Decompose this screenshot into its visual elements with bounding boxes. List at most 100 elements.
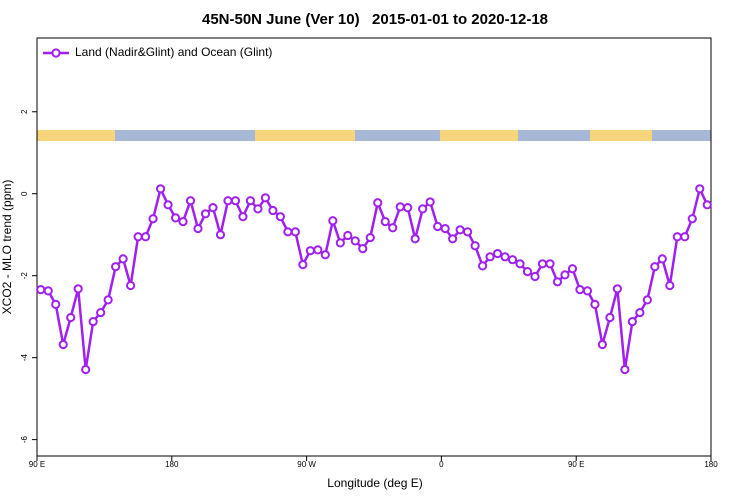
data-point xyxy=(515,259,525,269)
data-point xyxy=(492,248,503,259)
data-point xyxy=(208,203,218,213)
y-tick-label: 2 xyxy=(20,109,29,114)
data-point xyxy=(51,299,61,309)
data-point xyxy=(388,223,398,233)
data-point xyxy=(463,227,473,237)
data-point xyxy=(605,312,615,323)
data-point xyxy=(470,241,480,251)
data-point xyxy=(81,364,91,375)
data-point xyxy=(627,316,637,327)
data-point xyxy=(170,213,181,223)
land-ocean-strip xyxy=(37,130,711,141)
data-point xyxy=(530,271,540,282)
data-point xyxy=(380,216,390,227)
data-point xyxy=(335,238,345,248)
data-point xyxy=(290,227,300,237)
chart-title: 45N-50N June (Ver 10) 2015-01-01 to 2020… xyxy=(202,11,548,28)
data-point xyxy=(111,262,121,272)
data-point xyxy=(96,307,106,318)
y-tick-label: 0 xyxy=(20,191,29,196)
data-point xyxy=(140,232,151,242)
data-point xyxy=(695,184,705,194)
data-point xyxy=(103,295,113,305)
data-point xyxy=(185,196,196,206)
data-point xyxy=(395,202,405,212)
data-point xyxy=(373,198,383,208)
data-point xyxy=(253,204,263,214)
x-tick-label: 180 xyxy=(165,460,179,469)
data-point xyxy=(620,364,630,375)
data-point xyxy=(403,203,413,213)
legend-marker xyxy=(51,48,61,58)
data-point xyxy=(575,285,585,295)
data-point xyxy=(477,261,488,271)
x-tick-label: 90 E xyxy=(29,460,45,469)
data-point xyxy=(133,232,143,242)
y-axis-label: XCO2 - MLO trend (ppm) xyxy=(0,180,14,315)
data-point xyxy=(702,200,712,210)
data-point xyxy=(537,259,548,269)
data-point xyxy=(590,299,600,309)
data-point xyxy=(118,254,128,264)
data-point xyxy=(313,245,323,255)
x-axis-label: Longitude (deg E) xyxy=(327,476,422,490)
data-point xyxy=(350,236,360,246)
data-point xyxy=(43,286,53,296)
data-point xyxy=(328,216,338,226)
data-point xyxy=(650,262,660,272)
data-point xyxy=(687,214,697,224)
data-point xyxy=(635,307,645,318)
data-point xyxy=(365,232,375,243)
x-tick-label: 90 W xyxy=(297,460,316,469)
data-point xyxy=(418,204,428,214)
data-point xyxy=(298,260,308,270)
legend-label: Land (Nadir&Glint) and Ocean (Glint) xyxy=(75,45,272,59)
data-point xyxy=(545,259,555,269)
data-point xyxy=(657,254,667,264)
data-point xyxy=(268,205,278,216)
data-point xyxy=(155,184,166,194)
data-point xyxy=(612,284,622,294)
data-point xyxy=(58,339,68,350)
x-tick-label: 180 xyxy=(704,460,718,469)
data-point xyxy=(410,234,420,244)
data-point xyxy=(36,285,46,295)
data-point xyxy=(665,280,675,291)
data-point xyxy=(680,232,690,242)
data-point xyxy=(425,197,435,207)
data-point xyxy=(440,223,450,234)
y-tick-label: -6 xyxy=(20,436,29,444)
data-point xyxy=(320,250,330,260)
data-point xyxy=(582,286,593,296)
y-tick-label: -2 xyxy=(20,272,29,280)
data-point xyxy=(223,196,233,206)
data-point xyxy=(163,200,173,210)
data-point xyxy=(215,230,226,240)
data-point xyxy=(485,252,495,262)
data-point xyxy=(433,221,443,232)
data-point xyxy=(305,246,315,256)
series-line xyxy=(40,185,709,370)
x-tick-label: 90 E xyxy=(568,460,584,469)
data-point xyxy=(66,312,76,323)
data-point xyxy=(148,214,158,224)
data-point xyxy=(126,280,136,291)
data-point xyxy=(343,230,353,241)
data-point xyxy=(448,234,458,244)
data-point xyxy=(178,216,188,227)
data-point xyxy=(230,196,241,206)
data-point xyxy=(193,223,203,234)
data-point xyxy=(260,193,271,203)
data-point xyxy=(275,212,285,222)
data-point xyxy=(500,252,510,262)
data-point xyxy=(245,196,256,206)
data-point xyxy=(522,266,533,277)
data-point xyxy=(283,227,293,237)
data-point xyxy=(200,209,211,219)
data-point xyxy=(73,284,83,294)
data-point xyxy=(238,212,248,222)
data-point xyxy=(642,295,652,305)
data-point xyxy=(672,232,682,242)
data-point xyxy=(567,264,578,274)
